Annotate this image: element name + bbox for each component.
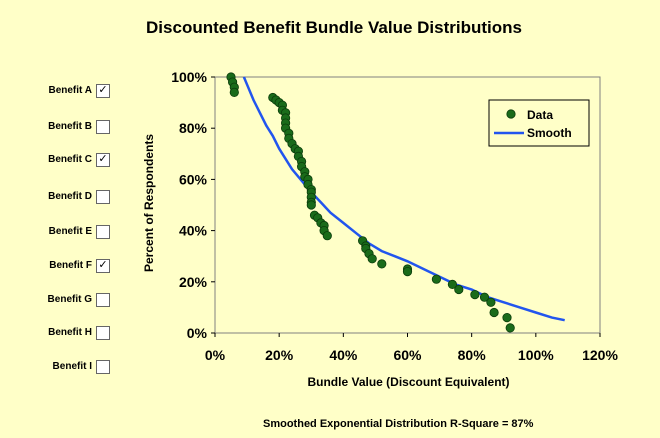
- y-tick-label: 0%: [187, 325, 208, 341]
- data-point: [431, 274, 441, 284]
- checkmark-icon: ✓: [98, 84, 108, 96]
- benefit-row: Benefit G: [20, 293, 120, 309]
- x-tick-label: 0%: [205, 347, 226, 363]
- data-point: [322, 231, 332, 241]
- x-axis-label: Bundle Value (Discount Equivalent): [307, 375, 509, 389]
- benefit-label: Benefit D: [48, 191, 92, 202]
- benefit-row: Benefit C ✓: [20, 153, 120, 169]
- benefit-row: Benefit D: [20, 190, 120, 206]
- r-square-note: Smoothed Exponential Distribution R-Squa…: [263, 418, 534, 430]
- data-point: [377, 259, 387, 269]
- y-axis-label: Percent of Respondents: [142, 134, 156, 272]
- data-point: [502, 312, 512, 323]
- x-tick-label: 40%: [329, 347, 358, 363]
- benefit-row: Benefit E: [20, 225, 120, 241]
- benefit-checkbox[interactable]: [96, 120, 110, 134]
- data-point: [486, 297, 496, 307]
- benefit-checkbox[interactable]: ✓: [96, 153, 110, 167]
- data-point: [229, 87, 239, 98]
- chart-title: Discounted Benefit Bundle Value Distribu…: [146, 18, 522, 37]
- checkmark-icon: ✓: [98, 259, 108, 271]
- benefit-label: Benefit H: [48, 327, 92, 338]
- x-tick-label: 60%: [393, 347, 422, 363]
- x-tick-label: 20%: [265, 347, 294, 363]
- data-point: [447, 279, 457, 289]
- benefit-checkbox[interactable]: ✓: [96, 84, 110, 98]
- data-point: [367, 254, 377, 264]
- y-tick-label: 20%: [179, 274, 208, 290]
- y-tick-label: 100%: [171, 69, 207, 85]
- benefit-label: Benefit E: [48, 226, 92, 237]
- benefit-row: Benefit B: [20, 120, 120, 136]
- x-tick-label: 120%: [582, 347, 618, 363]
- benefit-checkbox[interactable]: [96, 326, 110, 340]
- benefit-label: Benefit A: [48, 85, 92, 96]
- legend-data-label: Data: [527, 108, 553, 122]
- data-point: [505, 323, 515, 333]
- benefit-label: Benefit B: [48, 121, 92, 132]
- benefit-label: Benefit I: [52, 361, 92, 372]
- x-tick-label: 100%: [518, 347, 554, 363]
- legend-data-marker: [506, 109, 516, 119]
- benefit-label: Benefit G: [47, 294, 92, 305]
- y-tick-label: 40%: [179, 223, 208, 239]
- data-point: [454, 284, 464, 295]
- benefit-row: Benefit F ✓: [20, 259, 120, 275]
- x-tick-label: 80%: [458, 347, 487, 363]
- benefit-checkbox[interactable]: [96, 225, 110, 239]
- benefit-checkbox[interactable]: ✓: [96, 259, 110, 273]
- legend-box: [488, 99, 590, 147]
- checkmark-icon: ✓: [98, 153, 108, 165]
- benefit-checkbox[interactable]: [96, 190, 110, 204]
- benefit-row: Benefit H: [20, 326, 120, 342]
- benefit-checkbox[interactable]: [96, 293, 110, 307]
- benefit-label: Benefit F: [49, 260, 92, 271]
- data-point: [479, 292, 490, 302]
- y-tick-label: 60%: [179, 171, 208, 187]
- data-point: [470, 289, 480, 300]
- benefit-checkbox[interactable]: [96, 360, 110, 374]
- benefit-row: Benefit A ✓: [20, 84, 120, 100]
- benefit-label: Benefit C: [48, 154, 92, 165]
- benefit-row: Benefit I: [20, 360, 120, 376]
- data-point: [402, 266, 413, 277]
- data-point: [489, 307, 499, 318]
- data-point: [306, 200, 316, 210]
- legend-smooth-label: Smooth: [527, 126, 572, 140]
- y-tick-label: 80%: [179, 120, 208, 136]
